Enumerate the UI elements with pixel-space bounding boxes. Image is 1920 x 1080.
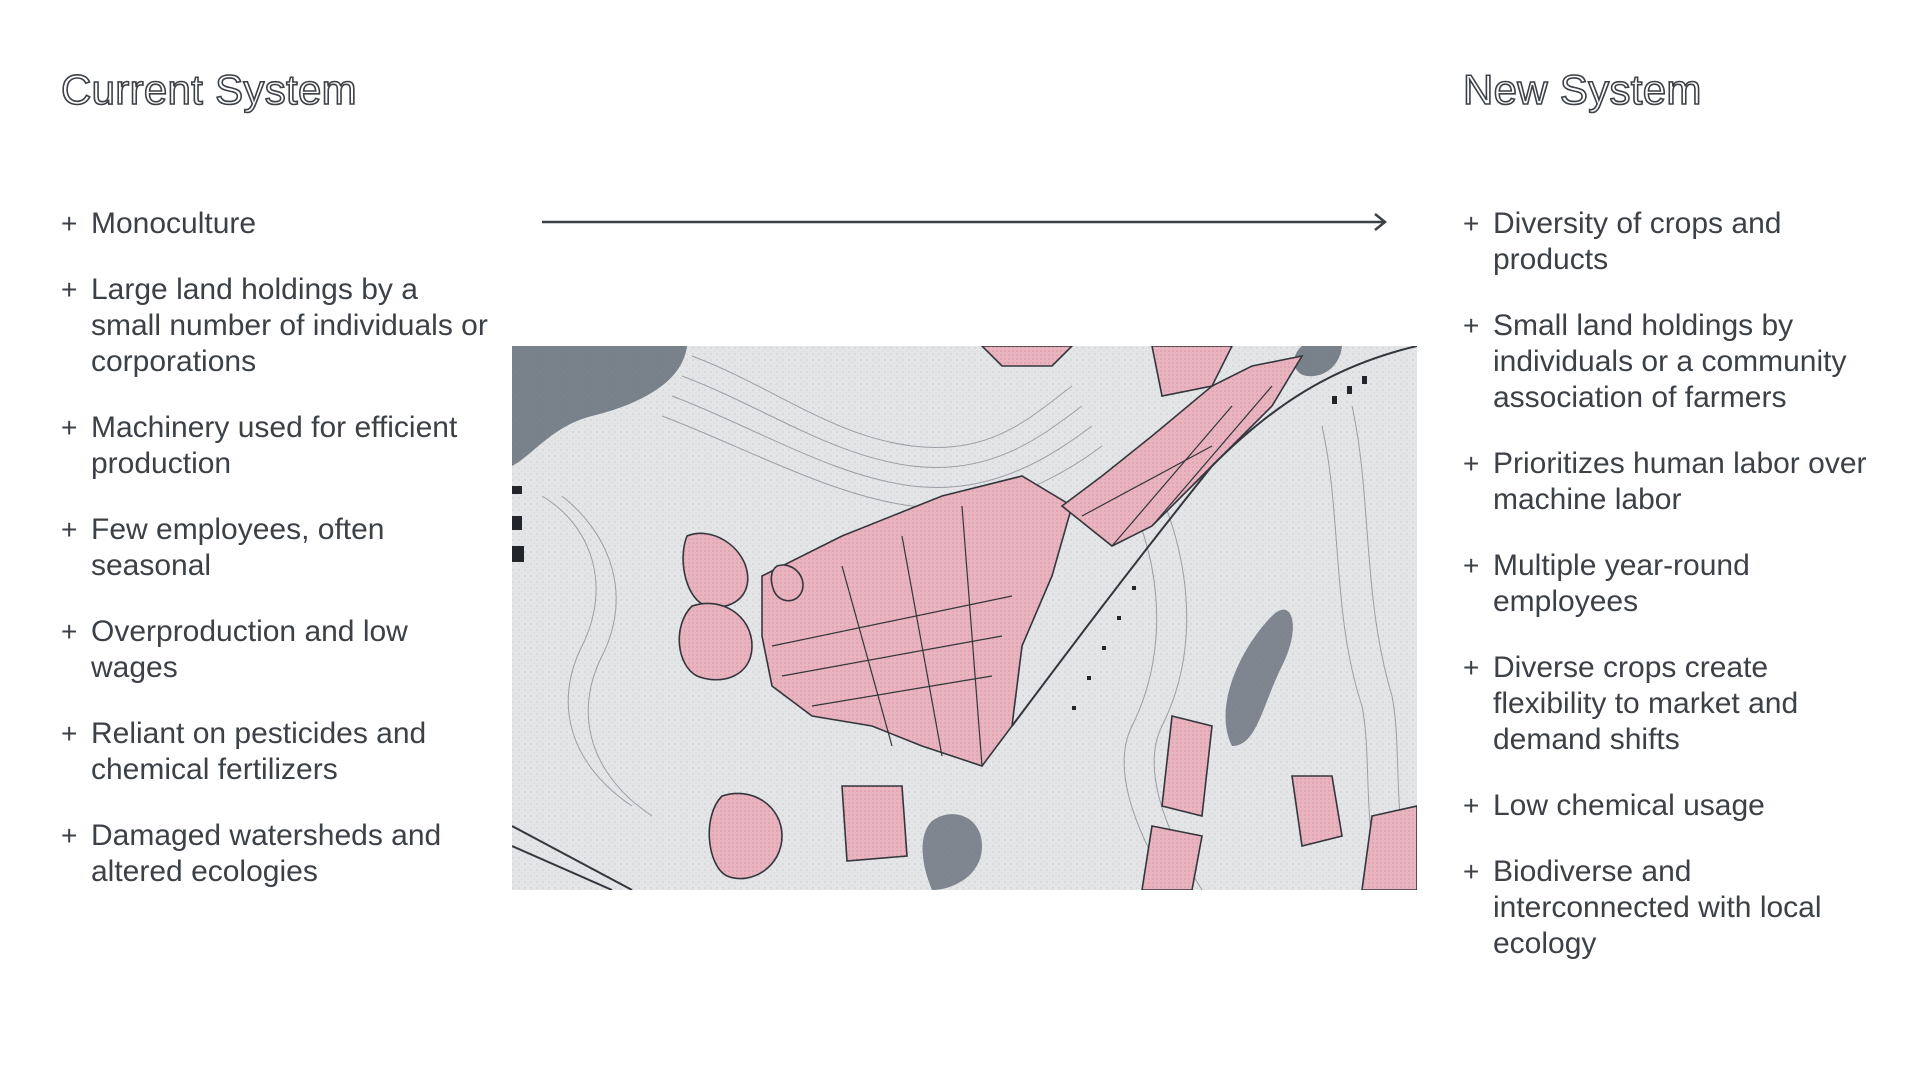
- current-item: + Few employees, often seasonal: [61, 513, 385, 582]
- new-item: + Prioritizes human labor over machine la…: [1463, 447, 1867, 516]
- current-item: + Reliant on pesticides and chemical fert…: [61, 717, 427, 786]
- current-system-list: + Monoculture + Large land holdings by a s…: [61, 206, 491, 920]
- new-system-list: + Diversity of crops and products + Small …: [1463, 206, 1883, 992]
- plus-icon: +: [61, 412, 78, 443]
- plus-icon: +: [61, 718, 78, 749]
- plus-icon: +: [1463, 550, 1480, 581]
- current-item: + Large land holdings by a small number o…: [61, 273, 488, 378]
- current-item: + Machinery used for efficient production: [61, 411, 458, 480]
- plus-icon: +: [61, 514, 78, 545]
- new-item: + Biodiverse and interconnected with loca…: [1463, 855, 1822, 960]
- new-item: + Multiple year-round employees: [1463, 549, 1750, 618]
- plus-icon: +: [1463, 310, 1480, 341]
- new-item: + Small land holdings by individuals or a…: [1463, 309, 1847, 414]
- plus-icon: +: [1463, 856, 1480, 887]
- new-item: + Low chemical usage: [1463, 789, 1765, 822]
- current-item: + Overproduction and low wages: [61, 615, 408, 684]
- plus-icon: +: [61, 208, 78, 239]
- plus-icon: +: [1463, 448, 1480, 479]
- current-system-title: Current System: [60, 65, 357, 114]
- current-item: + Monoculture: [61, 207, 257, 240]
- plus-icon: +: [61, 820, 78, 851]
- new-item: + Diversity of crops and products: [1463, 207, 1782, 276]
- plus-icon: +: [1463, 790, 1480, 821]
- plus-icon: +: [61, 274, 78, 305]
- plus-icon: +: [1463, 208, 1480, 239]
- farmland-site-map: [512, 346, 1417, 890]
- plus-icon: +: [61, 616, 78, 647]
- current-item: + Damaged watersheds and altered ecologie…: [61, 819, 442, 888]
- plus-icon: +: [1463, 652, 1480, 683]
- new-item: + Diverse crops create flexibility to mar…: [1463, 651, 1799, 756]
- new-system-title: New System: [1462, 65, 1702, 114]
- site-map-drawing: [512, 346, 1417, 890]
- transition-arrow-icon: [542, 213, 1388, 231]
